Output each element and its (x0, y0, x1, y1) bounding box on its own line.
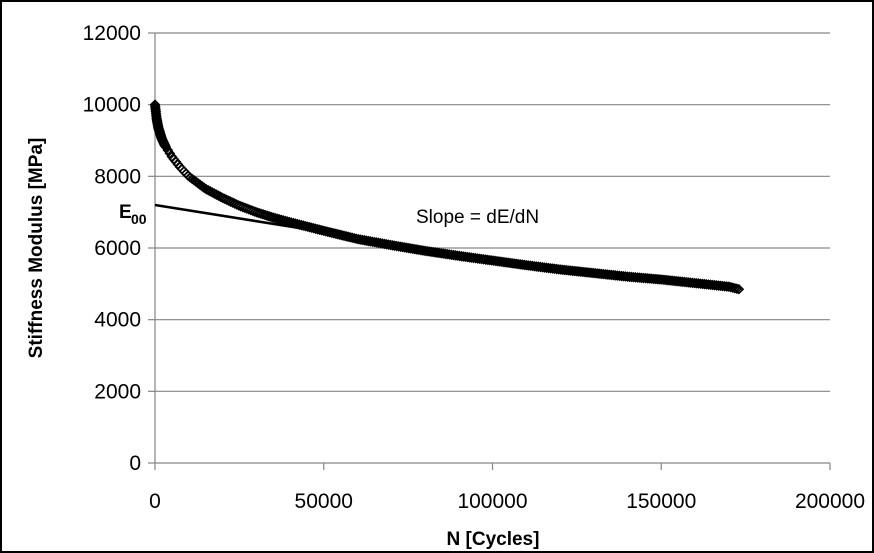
axes (148, 32, 831, 470)
x-axis-title: N [Cycles] (447, 529, 540, 550)
data-point (162, 144, 174, 156)
data-point (733, 283, 745, 295)
y-tick-label-2: 4000 (94, 309, 141, 332)
gridlines (155, 32, 830, 392)
e00-label-main: E (119, 202, 132, 223)
e00-label-sub: 00 (131, 211, 147, 227)
y-tick-label-0: 0 (129, 452, 141, 475)
y-tick-label-3: 6000 (94, 237, 141, 260)
x-tick-label-3: 150000 (626, 490, 696, 513)
y-axis-title: Stiffness Modulus [MPa] (26, 138, 47, 359)
data-point (164, 148, 176, 159)
y-tick-label-6: 12000 (83, 22, 141, 45)
y-tick-label-4: 8000 (94, 165, 141, 188)
x-tick-label-0: 0 (149, 490, 161, 513)
data-points (149, 99, 745, 295)
x-tick-labels: 0 50000 100000 150000 200000 (149, 490, 865, 513)
x-tick-label-4: 200000 (795, 490, 865, 513)
y-tick-label-5: 10000 (83, 94, 141, 117)
y-tick-labels: 0 2000 4000 6000 8000 10000 12000 (83, 22, 141, 475)
x-tick-label-1: 50000 (295, 490, 353, 513)
data-point (160, 141, 172, 153)
slope-annotation: Slope = dE/dN (416, 207, 539, 228)
data-point (731, 283, 743, 295)
x-tick-label-2: 100000 (457, 490, 527, 513)
y-tick-label-1: 2000 (94, 380, 141, 403)
e00-label: E 00 (119, 202, 147, 227)
